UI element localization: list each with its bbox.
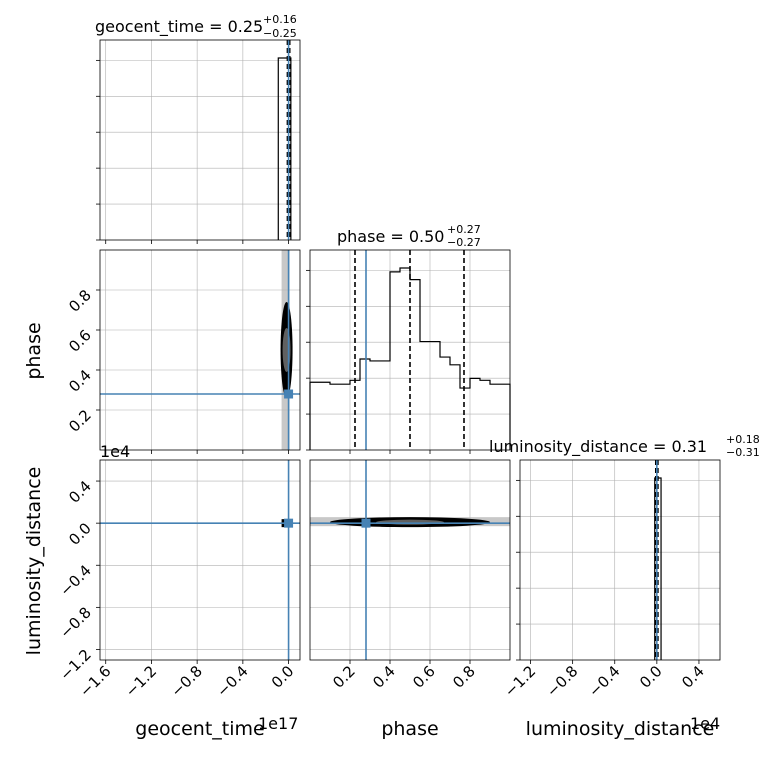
x-tick-label-luminosity_distance: −0.4 bbox=[585, 662, 623, 700]
panel-grid bbox=[100, 40, 300, 240]
x-tick-label-luminosity_distance: 0.4 bbox=[678, 662, 708, 692]
y-tick-label-phase: 0.4 bbox=[65, 366, 95, 396]
y-tick-label-phase: 0.2 bbox=[65, 406, 95, 436]
truth-marker bbox=[284, 518, 294, 528]
panel-grid bbox=[520, 460, 720, 660]
y-tick-label-phase: 0.6 bbox=[65, 326, 95, 356]
panel-grid bbox=[100, 460, 300, 660]
title-geocent-time-minus: −0.25 bbox=[263, 27, 297, 40]
ylabel-phase: phase bbox=[23, 322, 45, 379]
ylabel-luminosity-distance: luminosity_distance bbox=[23, 467, 45, 656]
density-phase-vs-geocent_time bbox=[100, 250, 300, 450]
x-tick-label-luminosity_distance: 0.0 bbox=[636, 662, 666, 692]
xlabel-geocent-time: geocent_time bbox=[135, 718, 264, 740]
title-phase-minus: −0.27 bbox=[447, 236, 481, 249]
offset-label-geocent-time: 1e17 bbox=[258, 714, 298, 733]
title-phase-plus: +0.27 bbox=[447, 223, 481, 236]
panel-frame bbox=[99, 249, 301, 451]
histogram-phase bbox=[309, 267, 511, 450]
density-luminosity_distance-vs-phase bbox=[310, 460, 510, 660]
x-tick-label-geocent_time: −1.2 bbox=[122, 662, 160, 700]
y-tick-label-luminosity_distance: 0.4 bbox=[65, 477, 95, 507]
x-tick-label-geocent_time: −0.4 bbox=[213, 662, 251, 700]
panel-frame bbox=[309, 459, 511, 661]
y-tick-label-luminosity_distance: 0.0 bbox=[65, 519, 95, 549]
x-tick-label-luminosity_distance: −0.8 bbox=[543, 662, 581, 700]
title-phase: phase = 0.50 bbox=[337, 227, 444, 246]
offset-label-luminosity-distance-y: 1e4 bbox=[100, 442, 130, 461]
panel-frame bbox=[99, 459, 301, 661]
title-geocent-time: geocent_time = 0.25 bbox=[95, 17, 263, 37]
xlabel-phase: phase bbox=[381, 718, 438, 740]
title-luminosity-distance-minus: −0.31 bbox=[726, 446, 760, 459]
title-luminosity-distance: luminosity_distance = 0.31 bbox=[489, 437, 707, 457]
truth-marker bbox=[361, 518, 371, 528]
panel-grid bbox=[100, 250, 300, 450]
y-tick-label-luminosity_distance: −0.4 bbox=[56, 561, 94, 599]
offset-label-luminosity-distance-x: 1e4 bbox=[690, 714, 720, 733]
x-tick-label-geocent_time: −0.8 bbox=[167, 662, 205, 700]
x-tick-label-phase: 0.2 bbox=[329, 662, 359, 692]
title-luminosity-distance-plus: +0.18 bbox=[726, 433, 760, 446]
panel-frame bbox=[519, 459, 721, 661]
panel-frame bbox=[99, 39, 301, 241]
x-tick-label-phase: 0.4 bbox=[369, 662, 399, 692]
panel-grid bbox=[310, 460, 510, 660]
density-luminosity_distance-vs-geocent_time bbox=[100, 460, 300, 660]
x-tick-label-phase: 0.8 bbox=[449, 662, 479, 692]
y-tick-label-phase: 0.8 bbox=[65, 286, 95, 316]
title-geocent-time-plus: +0.16 bbox=[263, 13, 297, 26]
x-tick-label-phase: 0.6 bbox=[409, 662, 439, 692]
panel-frame bbox=[309, 249, 511, 451]
x-tick-label-luminosity_distance: −1.2 bbox=[501, 662, 539, 700]
y-tick-label-luminosity_distance: −0.8 bbox=[56, 603, 94, 641]
xlabel-luminosity-distance: luminosity_distance bbox=[526, 718, 715, 740]
truth-marker bbox=[284, 389, 294, 399]
x-tick-label-geocent_time: 0.0 bbox=[268, 662, 298, 692]
